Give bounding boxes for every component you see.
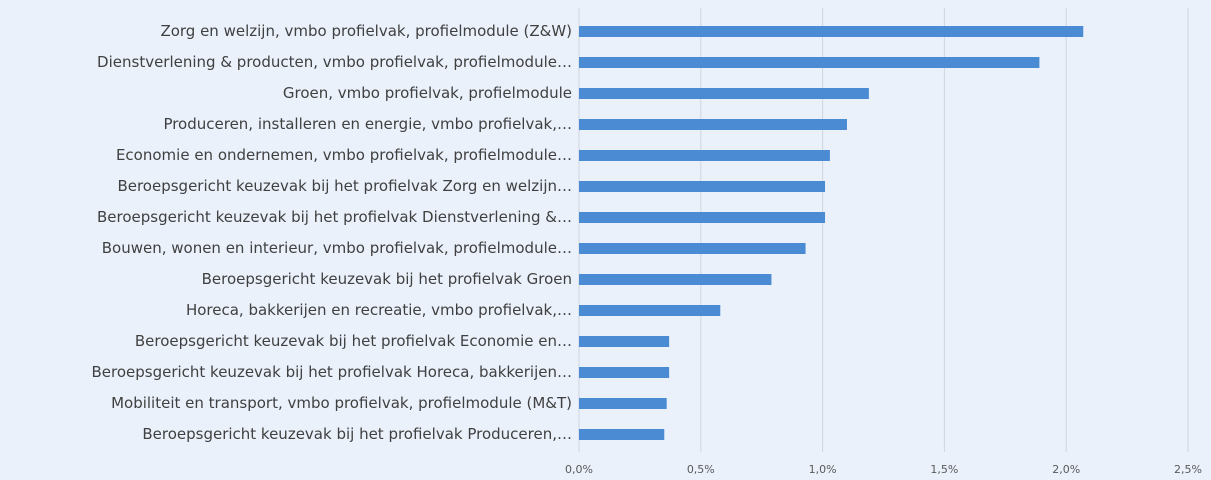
bar xyxy=(579,212,826,223)
bar xyxy=(579,181,826,192)
y-tick-label: Zorg en welzijn, vmbo profielvak, profie… xyxy=(160,22,572,40)
y-tick-label: Dienstverlening & producten, vmbo profie… xyxy=(97,53,572,71)
bar xyxy=(579,274,772,285)
y-tick-label: Beroepsgericht keuzevak bij het profielv… xyxy=(142,425,572,443)
y-tick-label: Horeca, bakkerijen en recreatie, vmbo pr… xyxy=(186,301,572,319)
y-tick-label: Beroepsgericht keuzevak bij het profielv… xyxy=(202,270,572,288)
bar xyxy=(579,119,847,130)
bar xyxy=(579,88,869,99)
y-tick-label: Produceren, installeren en energie, vmbo… xyxy=(163,115,572,133)
bar xyxy=(579,150,830,161)
y-tick-label: Beroepsgericht keuzevak bij het profielv… xyxy=(91,363,572,381)
bar xyxy=(579,429,665,440)
y-tick-label: Mobiliteit en transport, vmbo profielvak… xyxy=(111,394,572,412)
y-tick-label: Beroepsgericht keuzevak bij het profielv… xyxy=(117,177,572,195)
bar xyxy=(579,243,806,254)
x-tick-label: 0,5% xyxy=(687,463,715,476)
x-tick-label: 2,5% xyxy=(1174,463,1202,476)
x-tick-label: 1,5% xyxy=(930,463,958,476)
bar xyxy=(579,336,670,347)
bar xyxy=(579,367,670,378)
y-tick-label: Beroepsgericht keuzevak bij het profielv… xyxy=(135,332,572,350)
y-tick-label: Beroepsgericht keuzevak bij het profielv… xyxy=(97,208,572,226)
bar xyxy=(579,26,1084,37)
bar xyxy=(579,57,1040,68)
x-tick-label: 2,0% xyxy=(1052,463,1080,476)
bar xyxy=(579,398,667,409)
y-tick-label: Economie en ondernemen, vmbo profielvak,… xyxy=(116,146,572,164)
x-tick-label: 0,0% xyxy=(565,463,593,476)
x-tick-label: 1,0% xyxy=(809,463,837,476)
bar xyxy=(579,305,721,316)
y-tick-label: Bouwen, wonen en interieur, vmbo profiel… xyxy=(102,239,572,257)
y-tick-label: Groen, vmbo profielvak, profielmodule xyxy=(283,84,572,102)
